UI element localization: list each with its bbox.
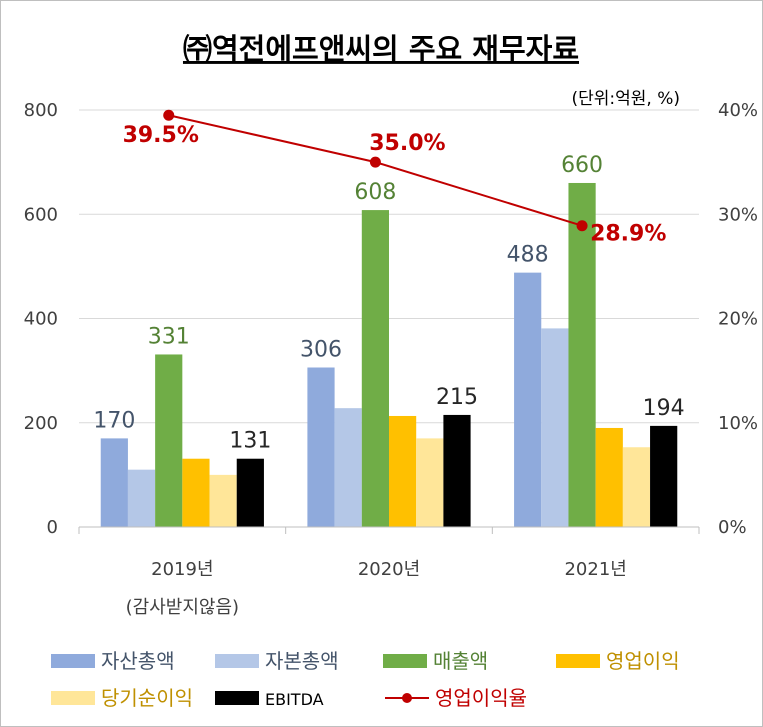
- y-tick-label: 600: [24, 204, 58, 225]
- line-data-label: 39.5%: [123, 123, 199, 148]
- y-tick-label: 200: [24, 413, 58, 434]
- bar: [155, 354, 183, 527]
- legend-swatch: [51, 691, 95, 705]
- bar-data-label: 170: [93, 408, 135, 433]
- bar: [416, 438, 444, 527]
- y2-tick-label: 20%: [718, 309, 758, 330]
- line-marker: [576, 220, 588, 232]
- bar-data-label: 331: [148, 324, 190, 349]
- y-tick-label: 0: [47, 517, 58, 538]
- bar: [622, 447, 651, 527]
- bar: [236, 458, 264, 527]
- legend-swatch: [556, 654, 600, 668]
- bar-data-label: 608: [354, 180, 396, 205]
- line-data-label: 35.0%: [369, 131, 445, 156]
- y2-tick-label: 30%: [718, 204, 758, 225]
- x-category-label: 2021년: [564, 559, 626, 580]
- unit-note: (단위:억원, %): [571, 89, 680, 109]
- bar: [182, 458, 210, 527]
- bar-series: [100, 182, 678, 527]
- legend-swatch: [383, 654, 427, 668]
- legend-label: 영업이익: [606, 649, 680, 673]
- y-tick-label: 400: [24, 309, 58, 330]
- bar-data-label: 215: [436, 385, 478, 410]
- x-category-label: 2020년: [358, 559, 420, 580]
- legend-line-marker: [402, 693, 412, 703]
- legend-swatch: [215, 654, 259, 668]
- y2-tick-label: 40%: [718, 100, 758, 121]
- bar-data-label: 660: [561, 153, 603, 178]
- legend-swatch: [51, 654, 95, 668]
- y-axis-right: 0% 10% 20% 30% 40%: [718, 100, 758, 538]
- legend-label: 자산총액: [101, 649, 175, 673]
- bar: [568, 182, 596, 527]
- bar: [361, 210, 389, 527]
- bar-data-label: 488: [507, 243, 549, 268]
- bar: [127, 469, 156, 527]
- y2-tick-label: 10%: [718, 413, 758, 434]
- bar: [514, 272, 542, 527]
- x-category-note: (감사받지않음): [126, 597, 239, 618]
- legend-label: 매출액: [433, 649, 488, 673]
- bar: [595, 427, 623, 527]
- y-tick-label: 800: [24, 100, 58, 121]
- line-data-label: 28.9%: [590, 222, 666, 247]
- legend-label: 당기순이익: [101, 686, 193, 710]
- legend-label: 영업이익율: [435, 686, 527, 710]
- line-marker: [163, 109, 175, 121]
- bar: [209, 474, 237, 527]
- bar: [541, 328, 569, 527]
- legend-label: EBITDA: [265, 690, 324, 709]
- bar-data-labels: 170 306 488 331 608 660 131 215 194: [93, 153, 684, 454]
- line-marker: [369, 156, 381, 168]
- bar-data-label: 194: [643, 396, 685, 421]
- bar: [650, 425, 678, 527]
- bar: [334, 408, 362, 527]
- bar: [443, 414, 471, 527]
- bar: [307, 367, 335, 527]
- chart-title: ㈜역전에프앤씨의 주요 재무자료: [183, 32, 579, 66]
- x-axis: 2019년 (감사받지않음) 2020년 2021년: [78, 526, 700, 618]
- x-category-label: 2019년: [151, 559, 213, 580]
- bar: [100, 438, 128, 527]
- line-series: 39.5% 35.0% 28.9%: [123, 109, 666, 247]
- y-axis-left: 0 200 400 600 800: [24, 100, 58, 538]
- legend-label: 자본총액: [265, 649, 339, 673]
- bar: [389, 415, 417, 527]
- y2-tick-label: 0%: [718, 517, 747, 538]
- bar-data-label: 306: [300, 337, 342, 362]
- legend-swatch: [215, 691, 259, 705]
- bar-data-label: 131: [229, 429, 271, 454]
